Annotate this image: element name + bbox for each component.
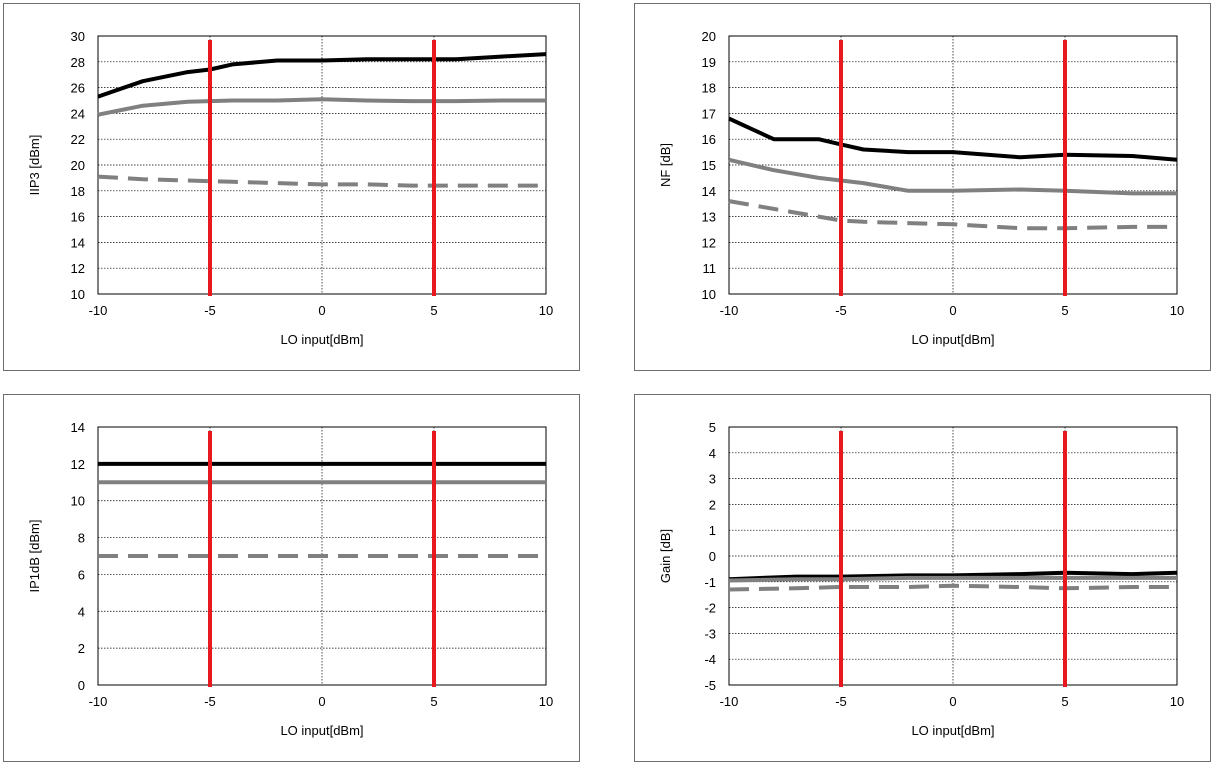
plot-frame: [728, 35, 1178, 295]
series-line: [728, 570, 1178, 582]
y-tick-label: 15: [702, 158, 716, 173]
x-tick-label: -5: [835, 303, 847, 318]
y-tick-label: -1: [704, 575, 716, 590]
x-tick-label: -10: [720, 694, 739, 709]
ip1db-chart-panel: 0 2 4 6 8 10 12 14 -10 -5 0 5 10 LO input[dBm] IP1dB […: [3, 394, 580, 762]
y-axis-label: IP1dB [dBm]: [27, 520, 42, 593]
series-line: [97, 174, 546, 188]
x-tick-label: -5: [204, 694, 216, 709]
x-tick-label: 5: [430, 303, 437, 318]
y-tick-label: 19: [702, 55, 716, 70]
gain-chart-panel: -5 -4 -3 -2 -1 0 1 2 3 4 5 -10 -5 0 5 10 LO input[dBm] Ga…: [634, 394, 1211, 762]
y-tick-label: -4: [704, 652, 716, 667]
y-tick-label: 22: [71, 132, 85, 147]
x-tick-label: 0: [318, 694, 325, 709]
x-tick-label: 10: [1170, 303, 1184, 318]
y-tick-label: 10: [702, 287, 716, 302]
y-axis-label: IIP3 [dBm]: [27, 135, 42, 196]
y-tick-label: 1: [709, 523, 716, 538]
y-tick-label: 14: [71, 235, 85, 250]
series-line: [97, 97, 546, 117]
y-tick-label: 5: [709, 420, 716, 435]
x-axis-label: LO input[dBm]: [280, 332, 363, 347]
series-line: [728, 583, 1177, 592]
y-tick-label: 28: [71, 55, 85, 70]
y-tick-label: 12: [702, 235, 716, 250]
y-tick-label: 12: [71, 261, 85, 276]
series-line: [728, 116, 1178, 162]
y-tick-label: 10: [71, 287, 85, 302]
series-line: [97, 52, 547, 99]
y-tick-label: 30: [71, 29, 85, 44]
y-tick-label: 3: [709, 472, 716, 487]
y-tick-label: 16: [71, 210, 85, 225]
x-tick-label: 0: [949, 303, 956, 318]
x-tick-label: 0: [949, 694, 956, 709]
iip3-chart-panel: 10 12 14 16 18 20 22 24 26 28 30 -10 -5 0 5 10 LO input[…: [3, 3, 580, 371]
x-axis-label: LO input[dBm]: [911, 723, 994, 738]
x-tick-label: -10: [720, 303, 739, 318]
y-tick-label: 0: [709, 549, 716, 564]
y-tick-label: 2: [78, 641, 85, 656]
x-tick-label: -5: [204, 303, 216, 318]
series-line: [728, 199, 1177, 231]
y-tick-label: 20: [702, 29, 716, 44]
y-tick-label: -2: [704, 601, 716, 616]
y-tick-label: 10: [71, 494, 85, 509]
x-tick-label: -5: [835, 694, 847, 709]
y-tick-label: 18: [71, 184, 85, 199]
y-tick-label: 17: [702, 106, 716, 121]
y-tick-label: 14: [702, 184, 716, 199]
y-tick-label: 12: [71, 457, 85, 472]
series-line: [728, 157, 1177, 196]
y-tick-label: 14: [71, 420, 85, 435]
y-tick-label: 8: [78, 531, 85, 546]
y-tick-label: 4: [709, 446, 716, 461]
y-tick-label: 11: [703, 261, 717, 276]
x-tick-label: 10: [1170, 694, 1184, 709]
y-tick-label: 2: [709, 497, 716, 512]
series-line: [728, 575, 1177, 583]
y-tick-label: 16: [702, 132, 716, 147]
ip1db-chart: 0 2 4 6 8 10 12 14 -10 -5 0 5 10 LO input[dBm] IP1dB […: [27, 420, 553, 738]
x-tick-label: -10: [89, 303, 108, 318]
x-tick-label: 5: [430, 694, 437, 709]
x-tick-label: 0: [318, 303, 325, 318]
y-tick-label: 20: [71, 158, 85, 173]
x-tick-label: 5: [1061, 303, 1068, 318]
x-tick-label: 10: [539, 694, 553, 709]
y-tick-label: 13: [702, 210, 716, 225]
y-tick-label: 24: [71, 106, 85, 121]
iip3-chart: 10 12 14 16 18 20 22 24 26 28 30 -10 -5 0 5 10 LO input[…: [27, 29, 553, 347]
y-tick-label: 18: [702, 81, 716, 96]
y-tick-label: 0: [78, 678, 85, 693]
x-tick-label: 10: [539, 303, 553, 318]
y-axis-label: NF [dB]: [658, 143, 673, 187]
plot-frame: [97, 35, 547, 295]
y-tick-label: 4: [78, 604, 85, 619]
y-tick-label: -5: [704, 678, 716, 693]
y-tick-label: -3: [704, 626, 716, 641]
x-tick-label: -10: [89, 694, 108, 709]
nf-chart: 10 11 12 13 14 15 16 17 18 19 20 -10 -5 0 5 10 LO input[…: [658, 29, 1184, 347]
y-tick-label: 6: [78, 567, 85, 582]
nf-chart-panel: 10 11 12 13 14 15 16 17 18 19 20 -10 -5 0 5 10 LO input[…: [634, 3, 1211, 371]
x-axis-label: LO input[dBm]: [911, 332, 994, 347]
x-tick-label: 5: [1061, 694, 1068, 709]
y-axis-label: Gain [dB]: [658, 529, 673, 583]
plot-frame: [728, 426, 1178, 686]
x-axis-label: LO input[dBm]: [280, 723, 363, 738]
y-tick-label: 26: [71, 81, 85, 96]
